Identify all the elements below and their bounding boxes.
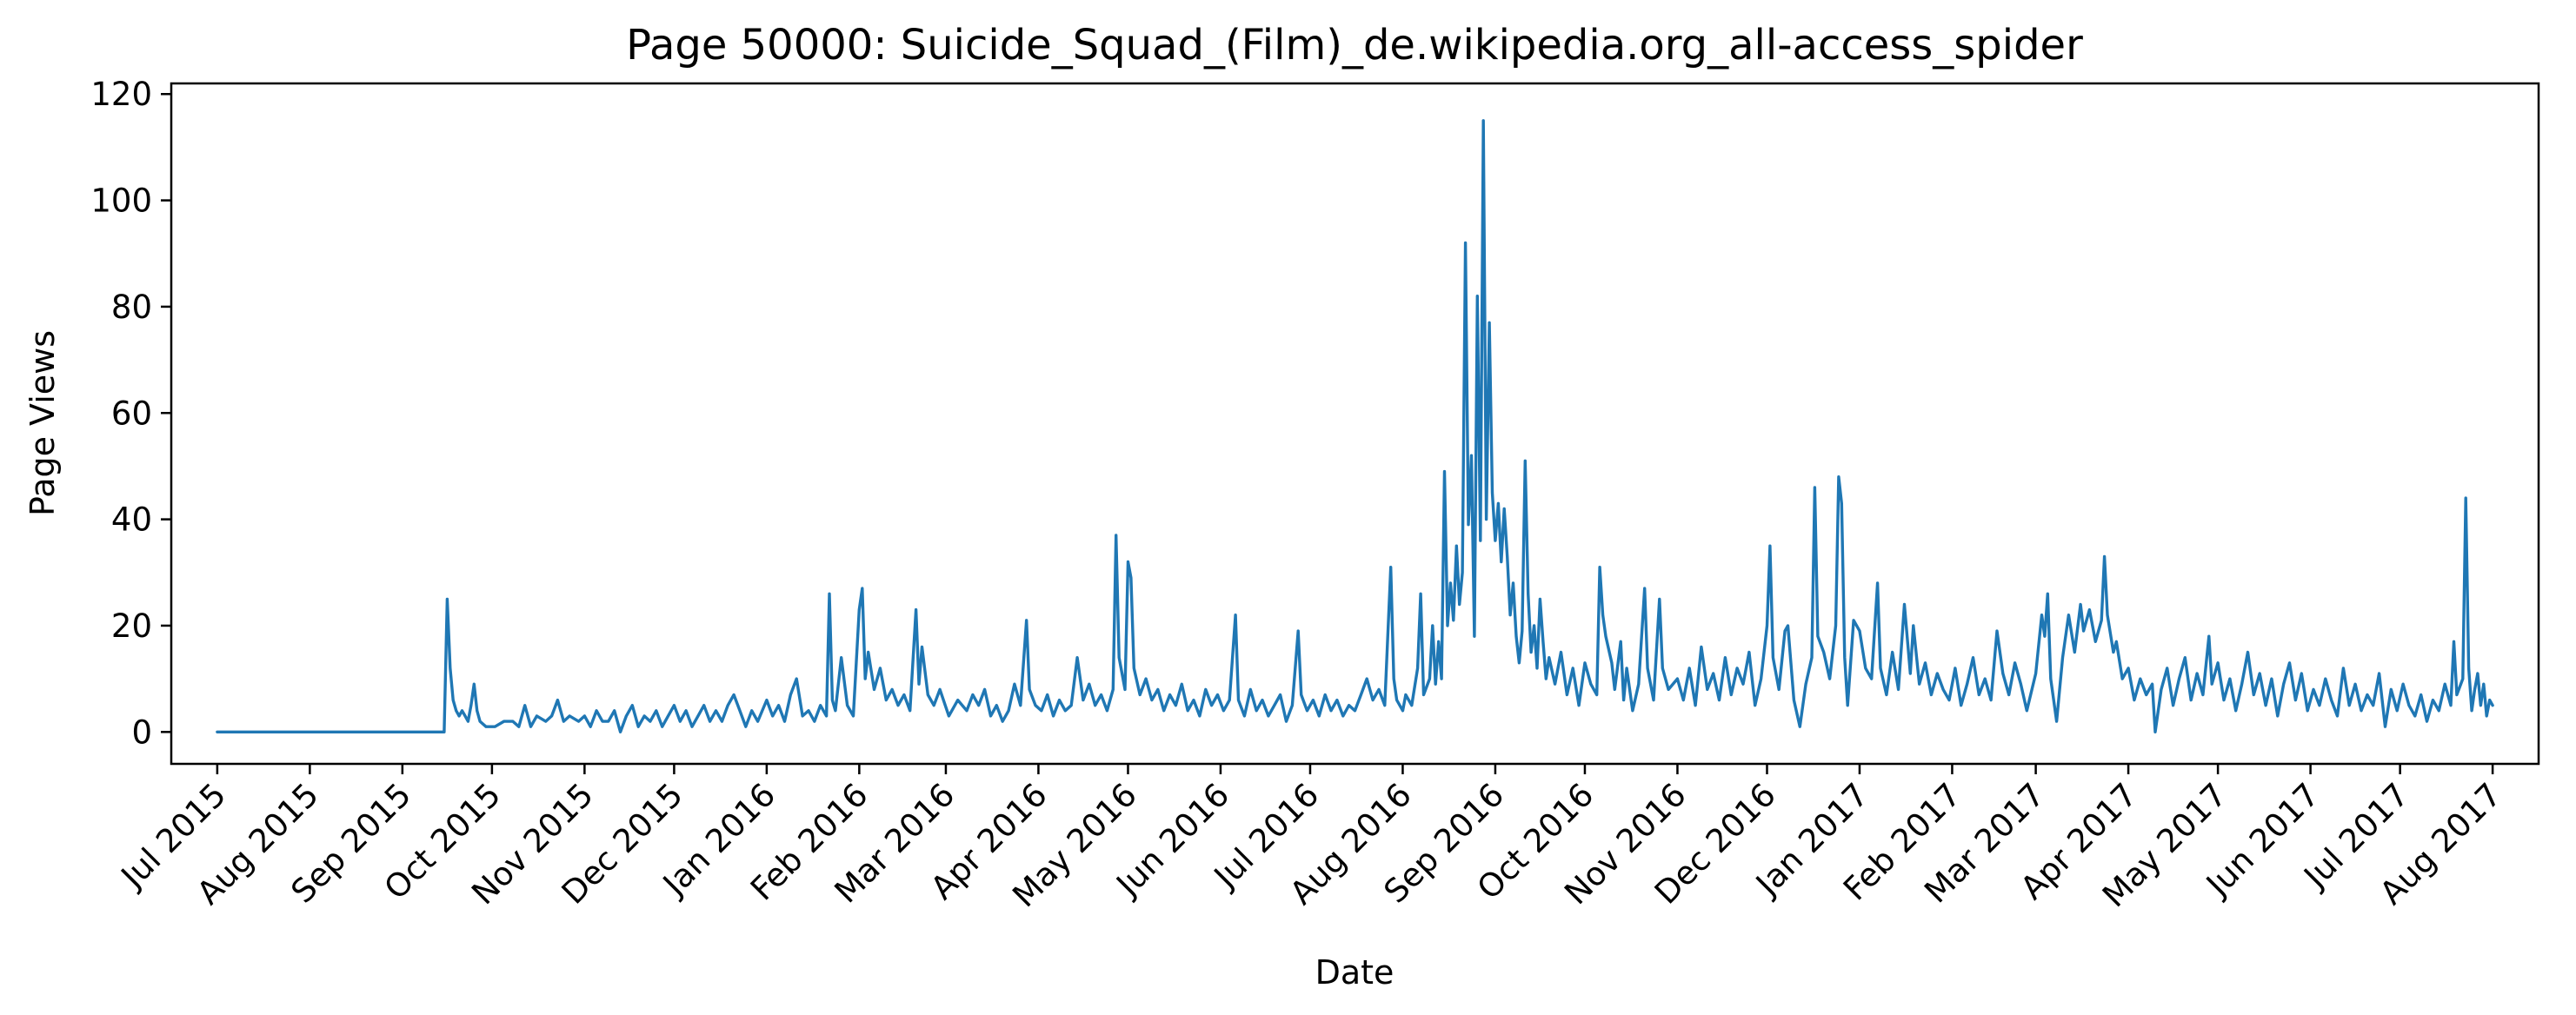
plot-area <box>170 82 2540 766</box>
y-tick-label: 60 <box>111 395 152 432</box>
y-tick-label: 100 <box>90 182 152 220</box>
plot-frame <box>170 82 2540 766</box>
x-axis-label: Date <box>1315 953 1395 992</box>
y-tick-label: 80 <box>111 289 152 326</box>
y-tick-label: 120 <box>90 76 152 113</box>
y-tick-label: 20 <box>111 607 152 645</box>
page-views-series-line <box>216 119 2494 733</box>
y-axis-label: Page Views <box>23 330 62 516</box>
y-axis: 0 20 40 60 80 100 120 <box>90 76 171 751</box>
chart-title: Page 50000: Suicide_Squad_(Film)_de.wiki… <box>626 21 2083 70</box>
y-tick-label: 0 <box>131 713 152 751</box>
y-tick-label: 40 <box>111 501 152 539</box>
